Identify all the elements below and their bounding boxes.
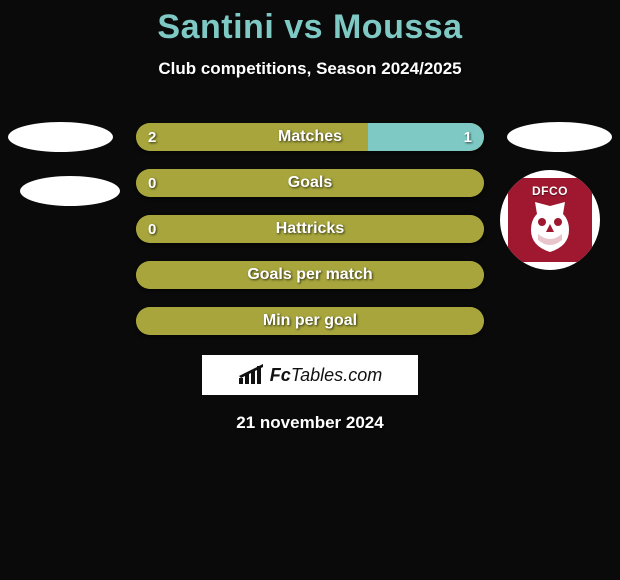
- stat-row: Goals0: [136, 169, 484, 197]
- stat-row: Matches2 1: [136, 123, 484, 151]
- subtitle: Club competitions, Season 2024/2025: [0, 59, 620, 79]
- brand-suffix: .com: [343, 365, 382, 385]
- footer-date: 21 november 2024: [0, 413, 620, 433]
- brand-prefix: Fc: [270, 365, 291, 385]
- stat-label: Min per goal: [136, 307, 484, 335]
- owl-icon: [523, 200, 577, 254]
- stat-label: Goals: [136, 169, 484, 197]
- stat-label: Goals per match: [136, 261, 484, 289]
- dfco-badge-text: DFCO: [532, 184, 568, 198]
- stat-label: Hattricks: [136, 215, 484, 243]
- club-badge-left: [20, 176, 120, 206]
- stat-row: Hattricks0: [136, 215, 484, 243]
- brand-text: FcTables.com: [270, 365, 382, 386]
- stat-row: Min per goal: [136, 307, 484, 335]
- club-badge-right: DFCO: [500, 170, 600, 270]
- stat-value-right: 1: [464, 123, 472, 151]
- stat-row: Goals per match: [136, 261, 484, 289]
- brand-box[interactable]: FcTables.com: [202, 355, 418, 395]
- dfco-badge: DFCO: [508, 178, 592, 262]
- bar-chart-icon: [238, 364, 264, 386]
- stat-label: Matches: [136, 123, 484, 151]
- comparison-card: Santini vs Moussa Club competitions, Sea…: [0, 0, 620, 580]
- page-title: Santini vs Moussa: [0, 0, 620, 47]
- stat-value-left: 0: [148, 215, 156, 243]
- brand-main: Tables: [291, 365, 343, 385]
- player-avatar-right: [507, 122, 612, 152]
- stat-value-left: 0: [148, 169, 156, 197]
- player-avatar-left: [8, 122, 113, 152]
- stat-value-left: 2: [148, 123, 156, 151]
